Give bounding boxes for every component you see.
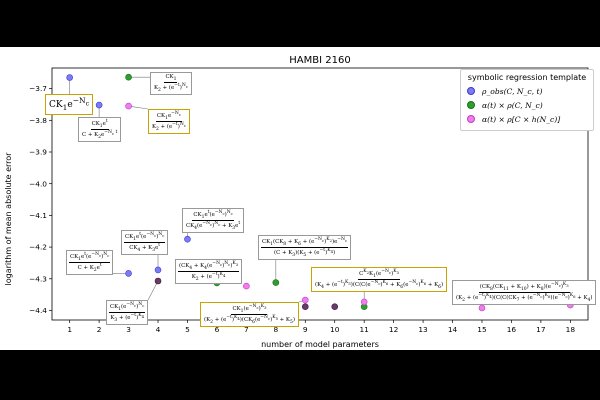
y-tick-label: −4.4 bbox=[29, 306, 47, 315]
legend-title: symbolic regression template bbox=[467, 73, 587, 82]
x-tick-label: 15 bbox=[477, 325, 487, 334]
data-point bbox=[301, 303, 309, 310]
data-point bbox=[567, 301, 574, 309]
x-tick-label: 5 bbox=[185, 325, 190, 334]
data-point bbox=[125, 73, 132, 81]
data-point bbox=[331, 303, 339, 310]
x-tick-label: 9 bbox=[303, 325, 308, 334]
x-tick-label: 10 bbox=[330, 325, 340, 334]
x-tick-label: 13 bbox=[418, 325, 428, 334]
legend-label: ρ_obs(C, N_c, t) bbox=[482, 86, 543, 96]
data-point bbox=[301, 296, 309, 304]
y-tick-label: −4.2 bbox=[29, 243, 47, 252]
x-axis-label: number of model parameters bbox=[261, 340, 379, 349]
legend-item: α(t) × ρ[C × h(N_c)] bbox=[467, 113, 560, 125]
legend-label: α(t) × ρ(C, N_c) bbox=[482, 100, 543, 110]
x-tick-label: 11 bbox=[359, 325, 369, 334]
x-tick-label: 1 bbox=[67, 325, 72, 334]
figure: 1 2 3 4 5 6 7 8 9 10 11 12 13 14 15 16 17 18 −3.7 −3.8 −3.9−… bbox=[0, 47, 600, 350]
x-tick-label: 4 bbox=[156, 325, 161, 334]
data-point bbox=[478, 304, 486, 312]
y-axis-label: logarithm of mean absolute error bbox=[4, 152, 13, 286]
legend-marker bbox=[467, 87, 475, 95]
data-point bbox=[95, 101, 103, 109]
x-tick-label: 3 bbox=[126, 325, 131, 334]
legend-item: α(t) × ρ(C, N_c) bbox=[467, 99, 543, 111]
x-tick-label: 7 bbox=[244, 325, 249, 334]
data-point bbox=[125, 102, 132, 110]
legend: symbolic regression template ρ_obs(C, N_… bbox=[460, 69, 594, 131]
data-point bbox=[360, 298, 368, 306]
y-tick-label: −3.9 bbox=[29, 148, 47, 157]
y-tick-label: −4.1 bbox=[29, 211, 47, 220]
y-tick-label: −4.0 bbox=[29, 179, 47, 188]
axes-group bbox=[51, 67, 589, 321]
data-point bbox=[243, 282, 250, 290]
x-tick-label: 12 bbox=[389, 325, 398, 334]
legend-label: α(t) × ρ[C × h(N_c)] bbox=[482, 114, 561, 124]
plot-frame bbox=[51, 67, 589, 321]
x-tick-label: 18 bbox=[566, 325, 576, 334]
y-tick-label: −4.3 bbox=[29, 274, 47, 283]
data-point bbox=[125, 270, 132, 277]
legend-item: ρ_obs(C, N_c, t) bbox=[467, 85, 542, 97]
ticks-group: 1 2 3 4 5 6 7 8 9 10 11 12 13 14 15 16 17 18−3.7−3.8−3.9−… bbox=[29, 84, 575, 334]
x-tick-label: 16 bbox=[507, 325, 517, 334]
chart-plot: 1 2 3 4 5 6 7 8 9 10 11 12 13 14 15 16 17 18−3.7−3.8−3.9−… bbox=[4, 55, 589, 349]
legend-marker bbox=[467, 101, 475, 109]
data-point bbox=[154, 266, 162, 274]
data-point bbox=[66, 74, 73, 81]
data-point bbox=[213, 279, 221, 287]
legend-marker bbox=[467, 115, 475, 123]
y-tick-label: −3.7 bbox=[29, 84, 47, 93]
data-point bbox=[184, 235, 191, 243]
x-tick-label: 17 bbox=[536, 325, 546, 334]
x-tick-label: 2 bbox=[97, 325, 102, 334]
data-point bbox=[272, 279, 280, 286]
points-group bbox=[66, 73, 574, 312]
y-tick-label: −3.8 bbox=[29, 116, 47, 125]
chart-title: HAMBI 2160 bbox=[289, 55, 350, 66]
data-point bbox=[154, 277, 162, 285]
x-tick-label: 8 bbox=[273, 325, 278, 334]
leader-line bbox=[147, 280, 159, 301]
x-tick-label: 14 bbox=[448, 325, 458, 334]
x-tick-label: 6 bbox=[215, 325, 220, 334]
